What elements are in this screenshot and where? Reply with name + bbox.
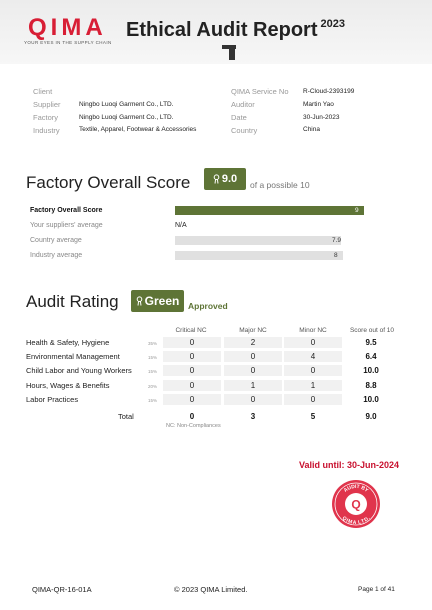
overall-score-badge-value: 9.0 [221, 173, 238, 185]
seal-bottom-text: QIMA LTD. [341, 515, 372, 526]
logo-tagline: YOUR EYES IN THE SUPPLY CHAIN [24, 40, 112, 45]
audit-cell-major: 2 [224, 337, 282, 348]
audit-row-score: 9.5 [365, 338, 377, 347]
score-bar-value: 7.9 [332, 237, 342, 244]
date-value: 30-Jun-2023 [303, 114, 340, 121]
seal-top-text: AUDIT BY [343, 484, 370, 494]
copyright: © 2023 QIMA Limited. [174, 585, 248, 594]
audit-row-weight: 15% [148, 398, 158, 403]
audit-row-label: Child Labor and Young Workers [26, 366, 132, 375]
audit-cell-major: 1 [224, 380, 282, 391]
audit-cell-minor: 0 [284, 365, 342, 376]
score-bar-na: N/A [175, 222, 187, 229]
audit-cell-minor: 0 [284, 394, 342, 405]
score-bar-value: 8 [334, 252, 338, 259]
report-header: QIMA YOUR EYES IN THE SUPPLY CHAIN Ethic… [0, 0, 432, 64]
score-bar-label: Country average [30, 237, 82, 244]
total-score: 9.0 [365, 412, 377, 421]
col-minor-nc: Minor NC [299, 327, 327, 334]
audit-cell-minor: 4 [284, 351, 342, 362]
report-title-text: Ethical Audit Report [126, 19, 318, 41]
total-label: Total [118, 412, 134, 421]
supplier-value: Ningbo Luoqi Garment Co., LTD. [79, 101, 174, 108]
svg-text:AUDIT BY: AUDIT BY [343, 484, 370, 494]
audit-cell-minor: 1 [284, 380, 342, 391]
audit-row-weight: 20% [148, 384, 158, 389]
audit-cell-critical: 0 [163, 365, 221, 376]
client-label: Client [33, 87, 53, 96]
score-bar-label: Your suppliers' average [30, 222, 103, 229]
country-label: Country [231, 126, 258, 135]
valid-until: Valid until: 30-Jun-2024 [299, 460, 400, 470]
audit-row-label: Labor Practices [26, 395, 79, 404]
audit-row-score: 8.8 [365, 381, 377, 390]
col-major-nc: Major NC [239, 327, 267, 334]
audit-rating-badge: Green [131, 290, 184, 312]
audit-row-score: 6.4 [365, 352, 377, 361]
supplier-label: Supplier [33, 100, 61, 109]
report-title: Ethical Audit Report 2023 [126, 18, 345, 42]
auditor-label: Auditor [231, 100, 255, 109]
audit-row-score: 10.0 [363, 366, 379, 375]
audit-cell-minor: 0 [284, 337, 342, 348]
qima-seal-icon: AUDIT BY QIMA LTD. Q [332, 480, 380, 528]
score-bar [175, 236, 341, 245]
industry-label: Industry [33, 126, 60, 135]
industry-value: Textile, Apparel, Footwear & Accessories [79, 126, 197, 133]
approval-status: Approved [188, 301, 228, 311]
score-bar-label: Industry average [30, 252, 83, 259]
score-scale-note: of a possible 10 [250, 180, 310, 190]
total-major: 3 [250, 412, 256, 421]
col-critical-nc: Critical NC [175, 327, 207, 334]
service-value: R-Cloud-2393199 [303, 88, 355, 95]
doc-id: QIMA-QR-16-01A [32, 585, 92, 594]
audit-cell-major: 0 [224, 394, 282, 405]
overall-score-heading: Factory Overall Score [26, 173, 191, 192]
nc-footnote: NC: Non-Compliances [166, 423, 221, 429]
score-bar [175, 206, 364, 215]
overall-score-badge: 9.0 [204, 168, 246, 190]
audit-cell-critical: 0 [163, 351, 221, 362]
audit-cell-critical: 0 [163, 337, 221, 348]
service-label: QIMA Service No [231, 87, 289, 96]
audit-cell-major: 0 [224, 351, 282, 362]
header-mark-icon [222, 45, 236, 60]
score-bar [175, 251, 343, 260]
audit-rating-badge-value: Green [144, 294, 180, 308]
audit-cell-major: 0 [224, 365, 282, 376]
audit-row-weight: 15% [148, 369, 158, 374]
audit-rating-heading: Audit Rating [26, 292, 119, 311]
col-score: Score out of 10 [349, 327, 395, 334]
report-year: 2023 [320, 18, 345, 30]
page-number: Page 1 of 41 [358, 586, 395, 593]
ribbon-icon [213, 174, 220, 184]
score-bar-label: Factory Overall Score [30, 207, 103, 214]
country-value: China [303, 126, 320, 133]
factory-label: Factory [33, 113, 59, 122]
seal-center-text: Q [351, 498, 360, 512]
ribbon-icon [136, 296, 142, 306]
qima-logo: QIMA [28, 14, 107, 41]
total-minor: 5 [310, 412, 316, 421]
audit-row-weight: 35% [148, 341, 158, 346]
date-label: Date [231, 113, 247, 122]
factory-value: Ningbo Luoqi Garment Co., LTD. [79, 114, 174, 121]
audit-row-weight: 15% [148, 355, 158, 360]
svg-text:QIMA LTD.: QIMA LTD. [341, 515, 372, 526]
audit-cell-critical: 0 [163, 394, 221, 405]
total-critical: 0 [189, 412, 195, 421]
score-bar-value: 9 [355, 207, 359, 214]
audit-row-label: Hours, Wages & Benefits [26, 381, 110, 390]
auditor-value: Martin Yao [303, 101, 334, 108]
audit-cell-critical: 0 [163, 380, 221, 391]
audit-row-label: Environmental Management [26, 352, 120, 361]
audit-row-label: Health & Safety, Hygiene [26, 338, 110, 347]
audit-row-score: 10.0 [363, 395, 379, 404]
